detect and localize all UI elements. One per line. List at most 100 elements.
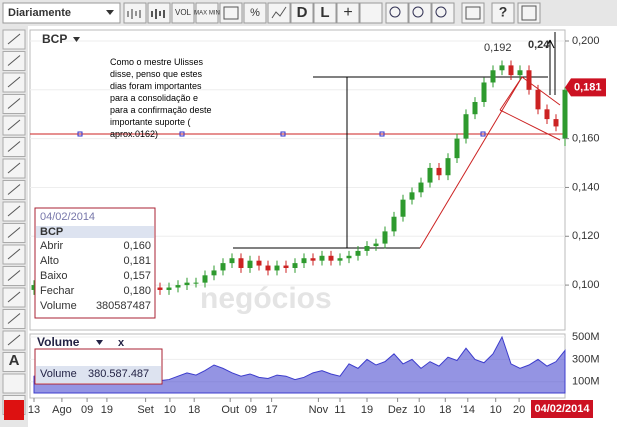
info-value: 380587487 bbox=[96, 300, 151, 312]
button-label: D bbox=[297, 4, 308, 21]
candle-body bbox=[292, 263, 298, 268]
drawings bbox=[30, 32, 565, 249]
candle-body bbox=[166, 287, 172, 290]
candle-body bbox=[184, 282, 190, 286]
handle bbox=[379, 131, 385, 137]
button-label: MAX MIN bbox=[194, 11, 220, 17]
candle-body bbox=[517, 70, 523, 76]
candle-body bbox=[427, 167, 433, 183]
icon bbox=[151, 9, 165, 19]
x-tick-label: Out bbox=[221, 404, 239, 416]
drawn-arrow bbox=[545, 32, 556, 95]
info-value: 0,157 bbox=[123, 270, 151, 282]
maxmin-button[interactable] bbox=[195, 2, 219, 24]
color-swatch[interactable] bbox=[4, 400, 24, 420]
candle-body bbox=[409, 192, 415, 200]
side-icon bbox=[7, 119, 21, 131]
candle-body bbox=[400, 199, 406, 217]
date-badge bbox=[531, 400, 593, 418]
side-icon bbox=[7, 162, 21, 174]
x-tick-label: 19 bbox=[101, 404, 113, 416]
tool-button[interactable] bbox=[267, 2, 291, 24]
volume-close[interactable]: x bbox=[118, 337, 125, 349]
tool-button[interactable] bbox=[461, 2, 485, 24]
tool-button[interactable] bbox=[359, 2, 383, 24]
icon bbox=[271, 6, 287, 19]
y-tick-label: 0,160 bbox=[572, 133, 600, 145]
symbol-title: BCP bbox=[42, 32, 67, 46]
zoom-button[interactable] bbox=[431, 2, 455, 24]
candle-body bbox=[319, 255, 325, 261]
candle-body bbox=[202, 275, 208, 283]
candle-body bbox=[490, 70, 496, 83]
icon bbox=[389, 6, 401, 18]
candle-body bbox=[274, 265, 280, 271]
volume-title: Volume bbox=[37, 335, 80, 349]
annotation-box: Como o mestre Ulisses disse, penso que e… bbox=[110, 57, 212, 139]
side-icon bbox=[7, 76, 21, 88]
x-tick-label: 13 bbox=[28, 404, 40, 416]
x-tick-label: Nov bbox=[309, 404, 329, 416]
tool-button[interactable] bbox=[517, 2, 541, 24]
info-value: 0,181 bbox=[123, 255, 151, 267]
side-icon bbox=[7, 55, 21, 66]
side-icon bbox=[7, 98, 21, 109]
candle-body bbox=[391, 216, 397, 232]
candle-body bbox=[247, 260, 253, 268]
side-icon bbox=[7, 33, 21, 45]
candle-body bbox=[364, 246, 370, 251]
x-tick-label: 17 bbox=[265, 404, 277, 416]
vol-button[interactable] bbox=[171, 2, 195, 24]
side-button[interactable] bbox=[2, 352, 26, 372]
dropdown-arrow bbox=[73, 37, 80, 42]
x-tick-label: Ago bbox=[52, 404, 72, 416]
candle-body bbox=[472, 102, 478, 115]
candle-body bbox=[355, 250, 361, 256]
button-label: ? bbox=[499, 4, 508, 20]
info-date: 04/02/2014 bbox=[40, 211, 95, 223]
y-tick-label: 100M bbox=[572, 376, 600, 388]
cross-button[interactable] bbox=[336, 2, 360, 24]
help-button[interactable] bbox=[491, 2, 515, 24]
x-tick-label: 10 bbox=[490, 404, 502, 416]
d-button[interactable] bbox=[290, 2, 314, 24]
candle-body bbox=[535, 89, 541, 110]
zoom-button[interactable] bbox=[385, 2, 409, 24]
zoom-button[interactable] bbox=[408, 2, 432, 24]
candle-body bbox=[481, 82, 487, 103]
info-header bbox=[36, 226, 154, 238]
candle-body bbox=[256, 260, 262, 266]
candle-body bbox=[436, 167, 442, 176]
legend-label: Volume bbox=[40, 368, 77, 380]
candle-body bbox=[283, 265, 289, 268]
x-tick-label: 18 bbox=[188, 404, 200, 416]
watermark: negócios bbox=[200, 282, 332, 315]
period-select[interactable] bbox=[2, 2, 121, 24]
l-button[interactable] bbox=[313, 2, 337, 24]
candle-body bbox=[463, 114, 469, 139]
candle-body bbox=[418, 182, 424, 193]
candle-body bbox=[265, 265, 271, 271]
date-label: 04/02/2014 bbox=[534, 403, 590, 415]
candle-body bbox=[220, 263, 226, 271]
y-tick-label: 0,100 bbox=[572, 279, 600, 291]
legend-row bbox=[36, 366, 161, 383]
candle-body bbox=[238, 258, 244, 268]
y-tick-label: 0,200 bbox=[572, 35, 600, 47]
side-button[interactable] bbox=[2, 373, 26, 394]
tool-button[interactable] bbox=[219, 2, 243, 24]
candle-body bbox=[382, 231, 388, 244]
dropdown-arrow bbox=[106, 10, 114, 15]
handle bbox=[77, 131, 83, 137]
text-tool: A bbox=[9, 352, 20, 369]
x-tick-label: 10 bbox=[164, 404, 176, 416]
tool-button[interactable] bbox=[123, 2, 147, 24]
handle bbox=[480, 131, 486, 137]
icon bbox=[127, 9, 141, 19]
x-tick-label: 09 bbox=[81, 404, 93, 416]
info-symbol: BCP bbox=[40, 226, 63, 238]
button-label: + bbox=[343, 4, 352, 21]
x-tick-label: 20 bbox=[513, 404, 525, 416]
percent-button[interactable] bbox=[243, 2, 267, 24]
candle-body bbox=[193, 282, 199, 284]
